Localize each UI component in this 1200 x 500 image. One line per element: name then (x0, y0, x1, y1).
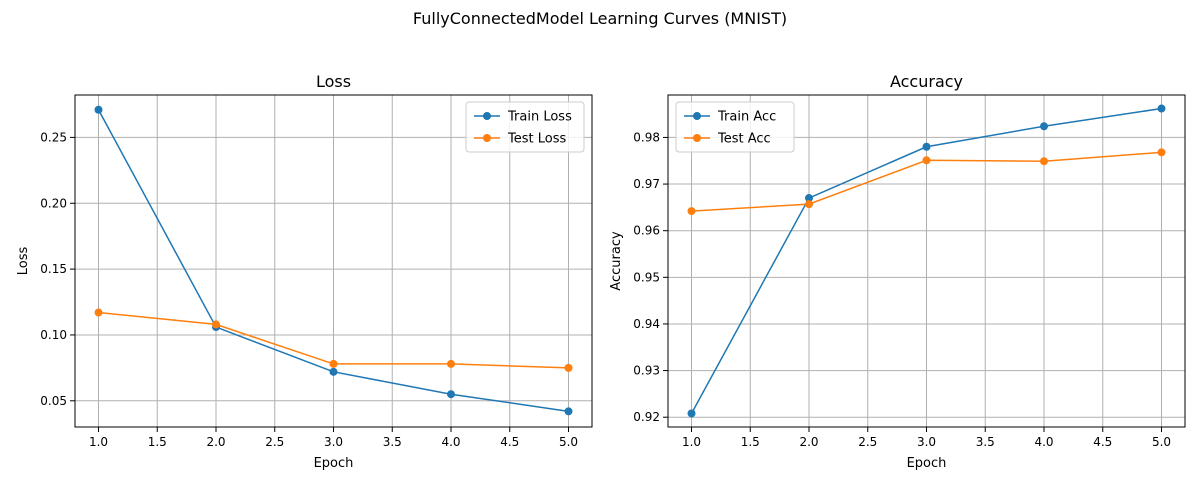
loss-x-tick-label: 1.0 (89, 435, 108, 449)
test-loss-point (564, 363, 573, 372)
test-acc-legend-marker (693, 134, 701, 142)
loss-x-tick-label: 3.5 (383, 435, 402, 449)
test-acc-point (922, 156, 931, 165)
loss-y-tick-label: 0.15 (40, 262, 67, 276)
test-acc-point (805, 200, 813, 209)
train-loss-point (329, 367, 338, 376)
train-acc-legend-marker (693, 112, 701, 120)
accuracy-y-tick-label: 0.97 (633, 177, 660, 191)
accuracy-y-tick-label: 0.96 (633, 224, 660, 238)
test-acc-point (687, 207, 696, 216)
accuracy-y-tick-label: 0.94 (633, 317, 660, 331)
loss-x-tick-label: 3.0 (324, 435, 343, 449)
loss-legend: Train Loss Test Loss (465, 101, 585, 153)
accuracy-y-tick-label: 0.95 (633, 270, 660, 284)
train-acc-point (1040, 122, 1048, 131)
train-acc-point (922, 142, 931, 151)
loss-x-tick-label: 4.0 (441, 435, 460, 449)
loss-x-tick-label: 2.5 (265, 435, 284, 449)
loss-legend-box (465, 101, 585, 153)
accuracy-x-tick-label: 3.0 (917, 435, 936, 449)
train-loss-point (564, 407, 573, 416)
loss-ticks: 1.0 1.5 2.0 2.5 3.0 3.5 4.0 4.5 5.0 0.05 0.10 0.15 0… (40, 130, 578, 449)
accuracy-legend-box (675, 101, 795, 153)
accuracy-x-tick-label: 4.0 (1034, 435, 1053, 449)
accuracy-y-tick-label: 0.98 (633, 130, 660, 144)
accuracy-x-tick-label: 1.5 (741, 435, 760, 449)
test-loss-point (329, 359, 338, 368)
accuracy-x-tick-label: 5.0 (1152, 435, 1171, 449)
accuracy-y-tick-label: 0.92 (633, 410, 660, 424)
test-acc-point (1157, 148, 1166, 157)
train-loss-point (94, 105, 103, 114)
accuracy-ticks: 1.0 1.5 2.0 2.5 3.0 3.5 4.0 4.5 5.0 0.92 0.93 0.94 0… (633, 130, 1171, 449)
train-acc-legend-label: Train Acc (717, 110, 776, 125)
accuracy-y-tick-label: 0.93 (633, 364, 660, 378)
test-acc-legend-label: Test Acc (717, 132, 771, 147)
loss-x-tick-label: 1.5 (148, 435, 167, 449)
test-loss-point (94, 308, 103, 317)
accuracy-title: Accuracy (890, 72, 963, 91)
loss-y-tick-label: 0.05 (40, 394, 67, 408)
accuracy-x-tick-label: 3.5 (976, 435, 995, 449)
train-acc-point (687, 409, 696, 418)
test-loss-legend-label: Test Loss (507, 132, 566, 147)
accuracy-x-tick-label: 4.5 (1093, 435, 1112, 449)
figure-suptitle: FullyConnectedModel Learning Curves (MNI… (413, 9, 787, 28)
loss-x-tick-label: 4.5 (500, 435, 519, 449)
accuracy-x-tick-label: 1.0 (682, 435, 701, 449)
train-acc-point (1157, 104, 1166, 113)
loss-y-axis-label: Loss (16, 247, 31, 276)
test-loss-point (447, 359, 455, 368)
loss-x-axis-label: Epoch (314, 456, 354, 471)
test-loss-legend-marker (483, 134, 491, 142)
test-loss-point (212, 320, 220, 329)
accuracy-x-tick-label: 2.5 (858, 435, 877, 449)
accuracy-x-tick-label: 2.0 (799, 435, 818, 449)
accuracy-y-axis-label: Accuracy (609, 231, 624, 291)
train-loss-legend-label: Train Loss (507, 110, 572, 125)
train-acc-point (805, 194, 813, 203)
train-loss-point (447, 390, 455, 399)
loss-series-layer (94, 105, 573, 416)
test-acc-point (1040, 157, 1048, 166)
loss-y-tick-label: 0.10 (40, 328, 67, 342)
loss-title: Loss (316, 72, 351, 91)
train-loss-legend-marker (483, 112, 491, 120)
accuracy-chart: 1.0 1.5 2.0 2.5 3.0 3.5 4.0 4.5 5.0 0.92 0.93 0.94 0… (609, 72, 1186, 471)
accuracy-series-layer (687, 104, 1166, 418)
accuracy-legend: Train Acc Test Acc (675, 101, 795, 153)
loss-y-tick-label: 0.20 (40, 196, 67, 210)
loss-chart: 1.0 1.5 2.0 2.5 3.0 3.5 4.0 4.5 5.0 0.05 0.10 0.15 0… (16, 72, 593, 471)
loss-x-tick-label: 5.0 (559, 435, 578, 449)
loss-x-tick-label: 2.0 (206, 435, 225, 449)
accuracy-x-axis-label: Epoch (907, 456, 947, 471)
loss-y-tick-label: 0.25 (40, 130, 67, 144)
